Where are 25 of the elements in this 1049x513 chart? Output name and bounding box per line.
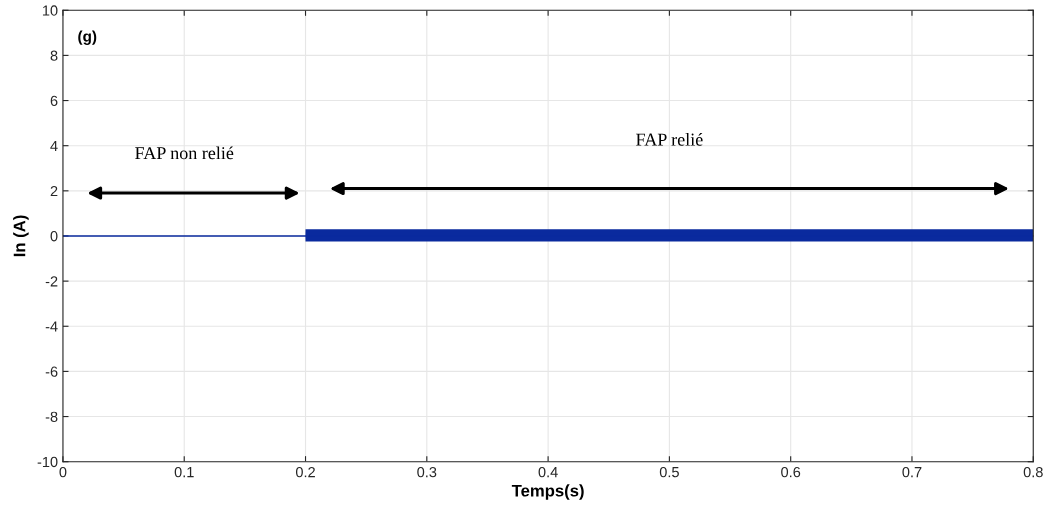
y-tick-label: 8 [50,50,58,61]
y-tick-label: -2 [45,276,58,287]
x-tick-label: 0.5 [659,466,679,478]
y-tick-label: 2 [50,185,58,197]
annotation: FAP non relié [135,146,234,160]
x-tick-label: 0 [59,466,67,478]
x-axis-title: Temps(s) [511,484,584,500]
annotation: (g) [78,30,97,45]
x-tick-label: 0.3 [417,466,437,478]
y-tick-label: -4 [45,321,58,332]
y-tick-label: -6 [45,366,58,377]
y-tick-label: -10 [37,456,58,468]
x-tick-label: 0.2 [295,466,315,478]
x-tick-label: 0.4 [538,466,558,478]
y-tick-label: 4 [50,140,58,151]
x-tick-label: 0.7 [902,466,922,478]
x-tick-label: 0.1 [174,466,194,478]
x-tick-label: 0.6 [781,466,801,478]
y-tick-label: 10 [42,5,58,16]
annotation: FAP relié [636,132,703,146]
y-tick-label: 0 [50,231,58,242]
x-tick-label: 0.8 [1023,466,1043,478]
y-axis-title: In (A) [13,215,29,257]
y-tick-label: -8 [45,411,58,422]
y-tick-label: 6 [50,95,58,106]
